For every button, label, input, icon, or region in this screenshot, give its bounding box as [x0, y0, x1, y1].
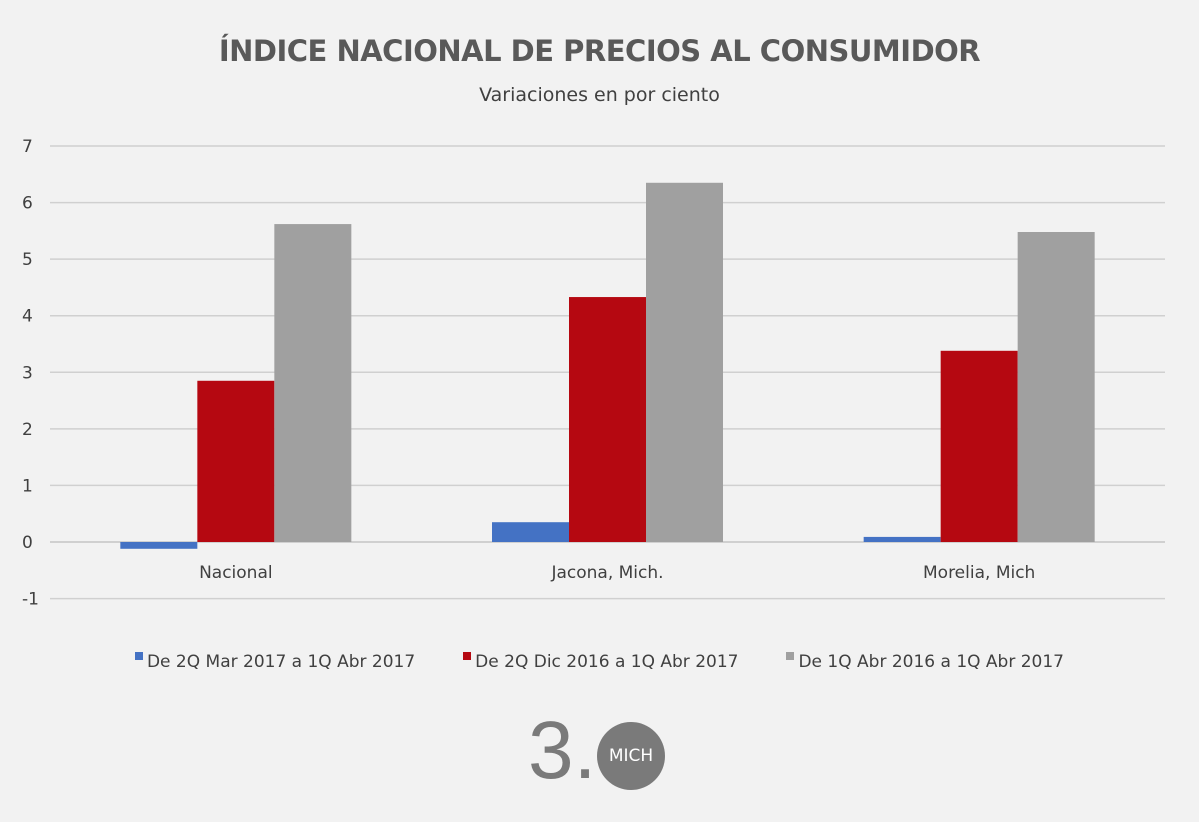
legend-swatch: [134, 652, 143, 660]
legend-item: De 2Q Mar 2017 a 1Q Abr 2017: [134, 652, 416, 672]
chart-title: ÍNDICE NACIONAL DE PRECIOS AL CONSUMIDOR: [218, 34, 981, 68]
y-tick-label: -1: [22, 590, 39, 610]
legend-label: De 2Q Mar 2017 a 1Q Abr 2017: [146, 652, 416, 672]
chart-subtitle: Variaciones en por ciento: [479, 84, 720, 106]
bar-0-0: [120, 542, 198, 549]
bar-2-1: [646, 182, 723, 542]
legend-item: De 2Q Dic 2016 a 1Q Abr 2017: [463, 652, 738, 672]
y-tick-label: 6: [22, 194, 33, 214]
legend-label: De 1Q Abr 2016 a 1Q Abr 2017: [798, 652, 1065, 672]
legend: De 2Q Mar 2017 a 1Q Abr 2017 De 2Q Dic 20…: [0, 652, 1199, 672]
bar-0-1: [492, 522, 569, 542]
logo-number: 3.: [528, 705, 597, 796]
legend-label: De 2Q Dic 2016 a 1Q Abr 2017: [475, 652, 739, 672]
bar-1-2: [940, 350, 1018, 542]
y-tick-label: 3: [22, 363, 33, 383]
legend-swatch: [786, 652, 795, 660]
plot-area: -1 0 1 2 3 4 5 6 7 Nacional Jacona, Mich. Morelia, …: [22, 137, 1165, 610]
x-tick-label: Jacona, Mich.: [550, 563, 663, 583]
y-tick-label: 1: [22, 476, 33, 496]
y-tick-label: 7: [22, 137, 33, 157]
legend-swatch: [463, 652, 472, 660]
logo: 3. MICH: [528, 705, 668, 798]
bar-2-0: [274, 224, 352, 542]
x-tick-label: Nacional: [199, 563, 273, 583]
y-tick-label: 5: [22, 250, 33, 270]
bar-2-2: [1017, 231, 1095, 542]
legend-item: De 1Q Abr 2016 a 1Q Abr 2017: [786, 652, 1064, 672]
logo-badge: MICH: [597, 722, 665, 790]
y-tick-label: 2: [22, 420, 33, 440]
y-tick-label: 0: [22, 533, 33, 553]
bar-0-2: [863, 536, 941, 542]
bar-1-0: [197, 380, 275, 542]
x-tick-label: Morelia, Mich: [923, 563, 1035, 583]
bar-1-1: [569, 297, 646, 542]
y-tick-label: 4: [22, 307, 33, 327]
